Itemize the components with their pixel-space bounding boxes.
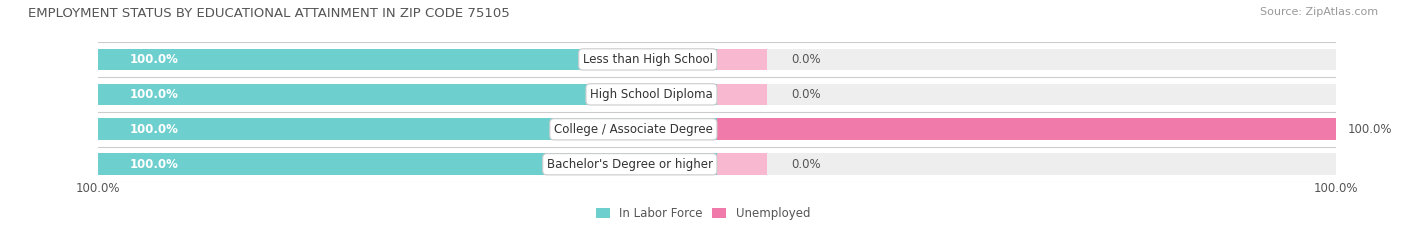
Text: 100.0%: 100.0% bbox=[1348, 123, 1392, 136]
Bar bbox=[98, 118, 717, 140]
Bar bbox=[717, 84, 766, 105]
Bar bbox=[98, 118, 717, 140]
Text: 100.0%: 100.0% bbox=[129, 158, 179, 171]
Bar bbox=[717, 84, 1336, 105]
Text: 0.0%: 0.0% bbox=[792, 53, 821, 66]
Text: 100.0%: 100.0% bbox=[129, 53, 179, 66]
Text: Less than High School: Less than High School bbox=[583, 53, 713, 66]
Text: Bachelor's Degree or higher: Bachelor's Degree or higher bbox=[547, 158, 713, 171]
Bar bbox=[717, 118, 1336, 140]
Bar bbox=[98, 154, 717, 175]
Text: Source: ZipAtlas.com: Source: ZipAtlas.com bbox=[1260, 7, 1378, 17]
Text: EMPLOYMENT STATUS BY EDUCATIONAL ATTAINMENT IN ZIP CODE 75105: EMPLOYMENT STATUS BY EDUCATIONAL ATTAINM… bbox=[28, 7, 510, 20]
Bar bbox=[98, 49, 717, 70]
Bar bbox=[98, 49, 717, 70]
Bar bbox=[98, 154, 717, 175]
Bar bbox=[717, 154, 1336, 175]
Text: 100.0%: 100.0% bbox=[76, 182, 121, 195]
Text: 0.0%: 0.0% bbox=[792, 158, 821, 171]
Text: 0.0%: 0.0% bbox=[792, 88, 821, 101]
Text: 100.0%: 100.0% bbox=[129, 88, 179, 101]
Text: College / Associate Degree: College / Associate Degree bbox=[554, 123, 713, 136]
Text: High School Diploma: High School Diploma bbox=[591, 88, 713, 101]
Text: 100.0%: 100.0% bbox=[1313, 182, 1358, 195]
Bar bbox=[717, 49, 1336, 70]
Bar bbox=[98, 84, 717, 105]
Legend: In Labor Force, Unemployed: In Labor Force, Unemployed bbox=[591, 202, 815, 225]
Bar bbox=[717, 49, 766, 70]
Bar bbox=[98, 84, 717, 105]
Text: 100.0%: 100.0% bbox=[129, 123, 179, 136]
Bar bbox=[717, 118, 1336, 140]
Bar bbox=[717, 154, 766, 175]
